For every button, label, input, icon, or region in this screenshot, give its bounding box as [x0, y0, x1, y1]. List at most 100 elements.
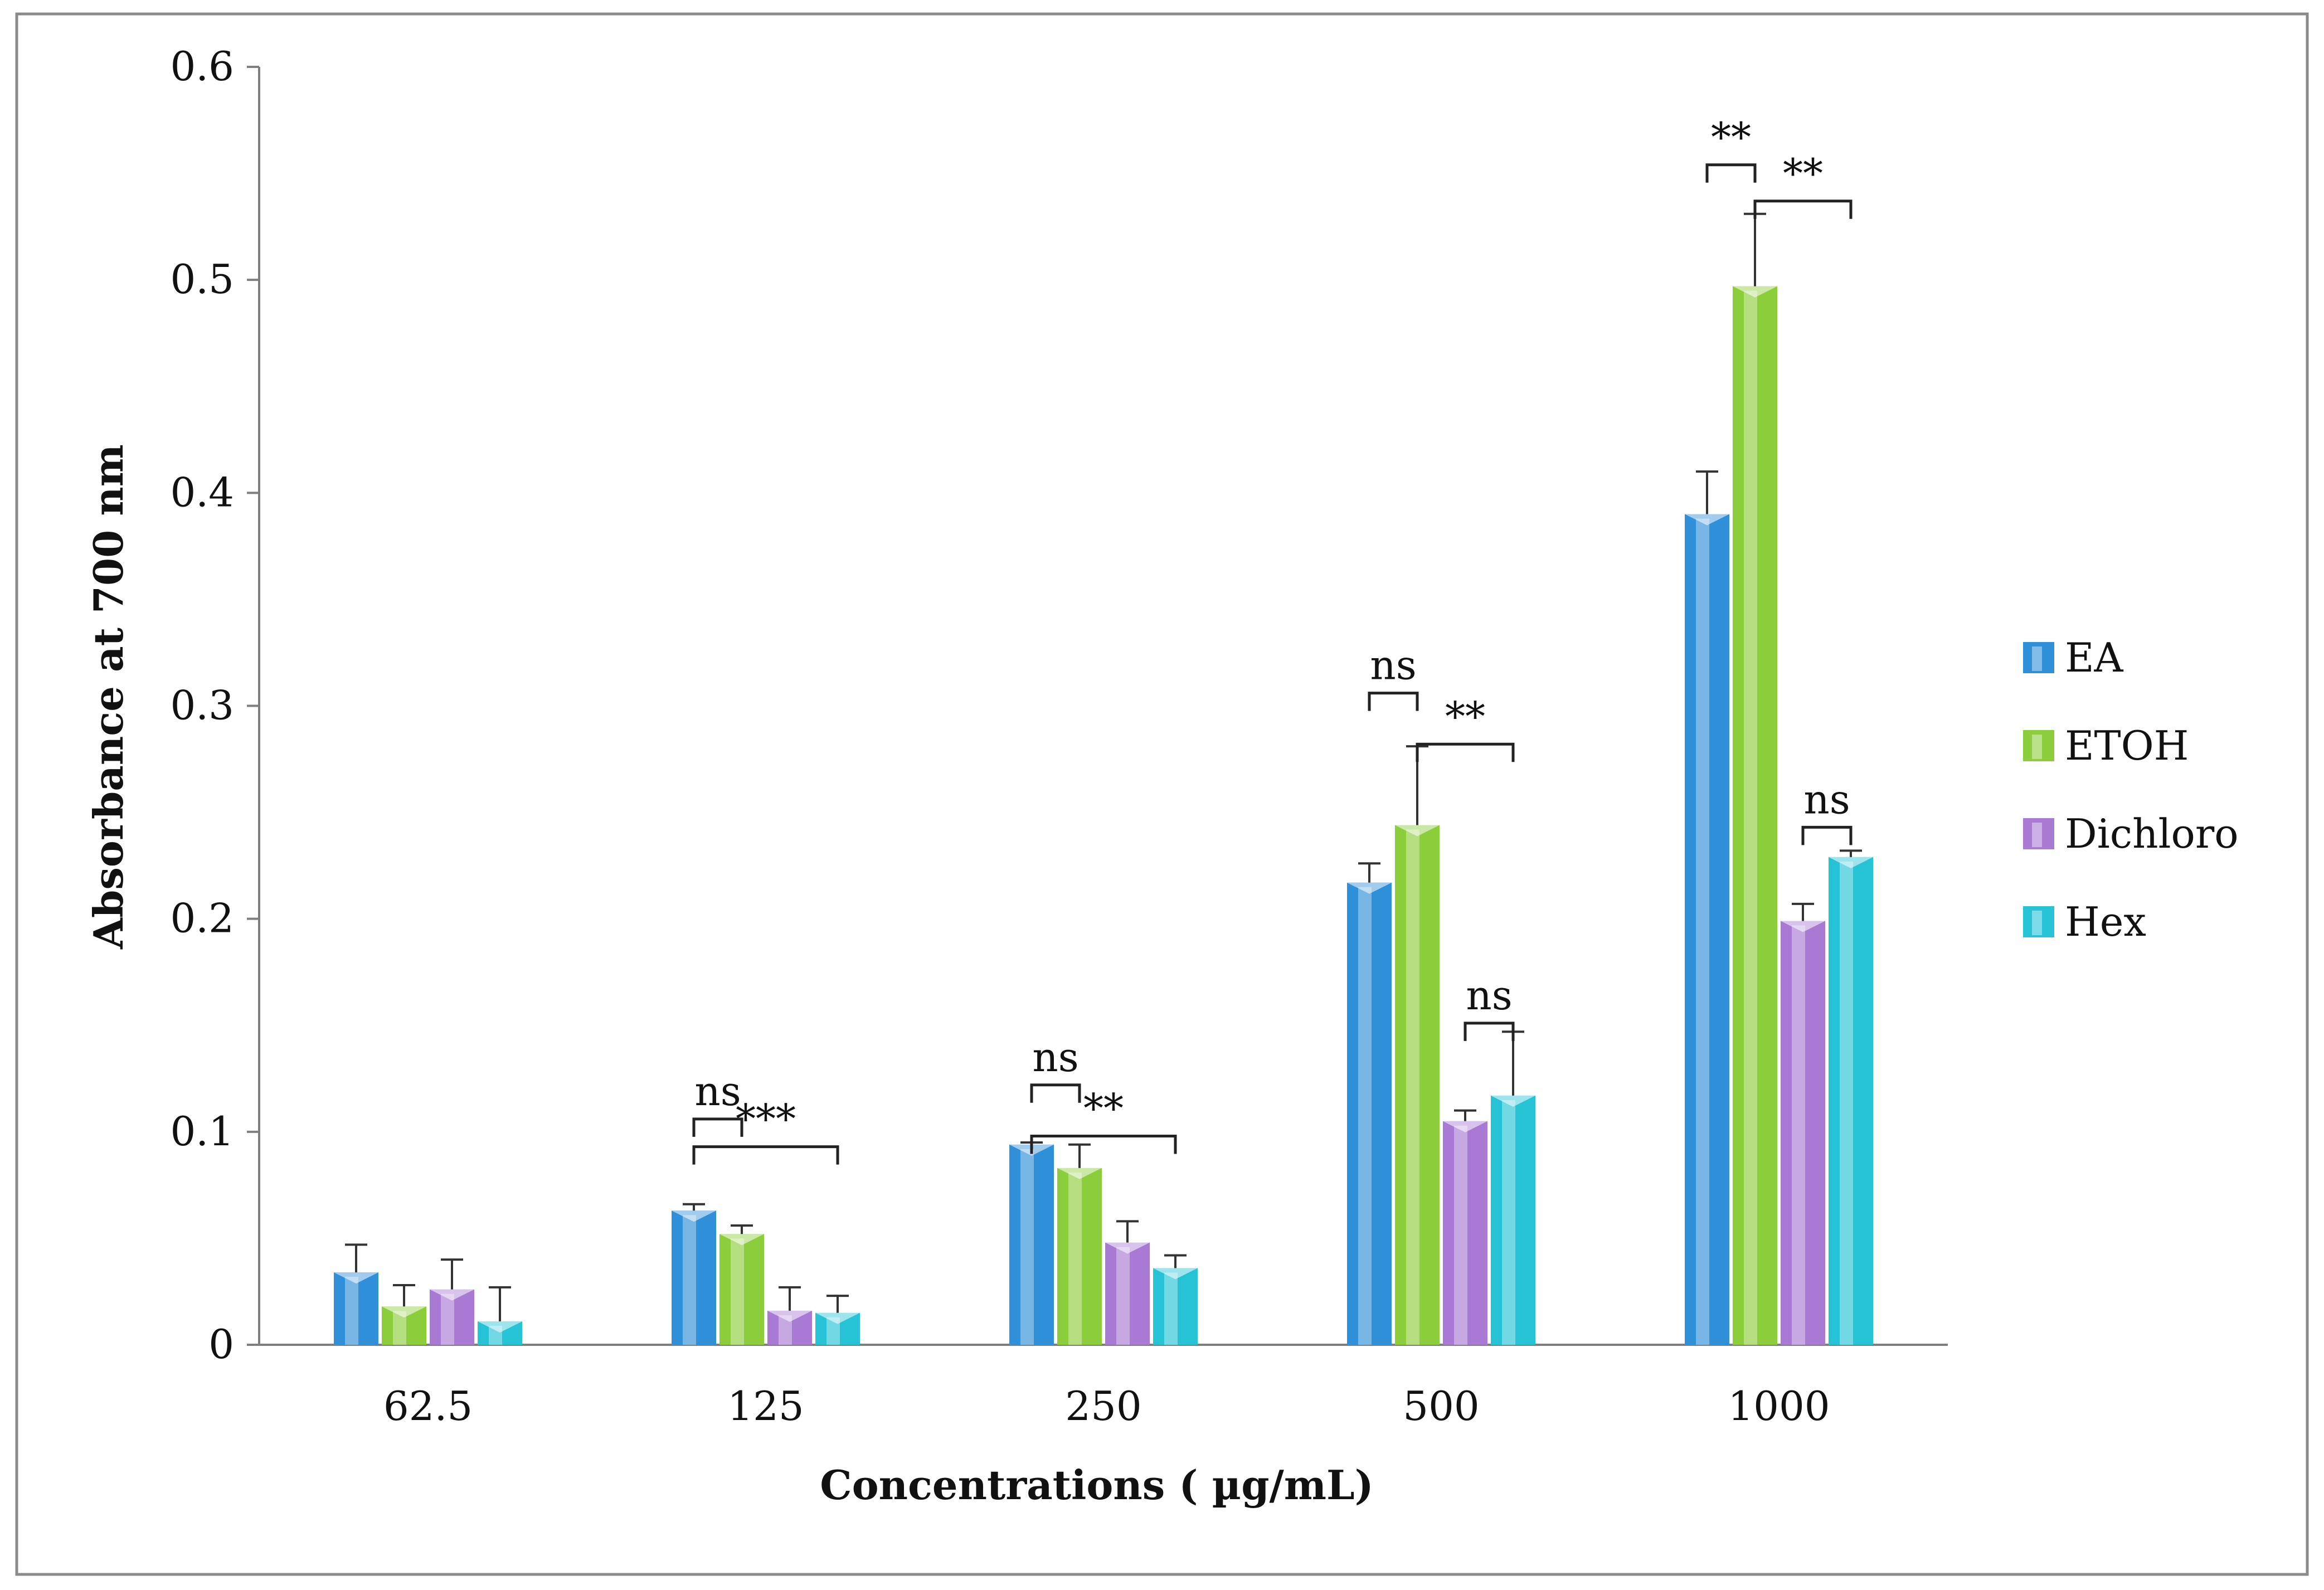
- bar-highlight: [1792, 925, 1805, 1345]
- bar-cap: [1057, 1168, 1102, 1179]
- bar-cap: [430, 1289, 474, 1301]
- legend-swatch-highlight: [2032, 823, 2042, 847]
- significance-label: ns: [1032, 1034, 1078, 1081]
- bar-cap: [1347, 882, 1392, 894]
- significance-bracket: [692, 1117, 743, 1137]
- significance-bracket: [1368, 692, 1419, 711]
- legend-swatch-highlight: [2032, 646, 2042, 671]
- bar-cap: [1153, 1268, 1198, 1280]
- bar-dichloro-500: [1443, 1121, 1487, 1345]
- bar-cap: [767, 1310, 812, 1322]
- bar-cap: [1685, 514, 1729, 526]
- bar-cap: [478, 1321, 522, 1333]
- bar-highlight: [345, 1277, 358, 1345]
- significance-label: **: [1445, 693, 1485, 740]
- y-tick-label: 0.4: [170, 469, 234, 516]
- significance-label: ns: [1466, 972, 1512, 1019]
- axes: 0 0.1 0.2 0.3 0.4 0.5 0.6 62.5 125 250 500 1000: [170, 43, 1948, 1429]
- significance-bracket: [692, 1145, 839, 1165]
- bar-highlight: [1164, 1272, 1178, 1345]
- legend-swatch-highlight: [2032, 735, 2042, 759]
- significance-label: **: [1083, 1085, 1124, 1131]
- y-axis-title: Absorbance at 700 nm: [85, 444, 132, 950]
- bar-cap: [672, 1210, 716, 1222]
- bar-cap: [1443, 1121, 1487, 1132]
- bar-etoh-500: [1395, 825, 1440, 1345]
- x-tick-label: 1000: [1728, 1383, 1830, 1429]
- bar-highlight: [1358, 887, 1372, 1345]
- legend-label-hex: Hex: [2065, 898, 2146, 945]
- significance-bracket: [1030, 1134, 1177, 1154]
- x-tick-label: 125: [727, 1383, 804, 1429]
- bar-cap: [1491, 1095, 1535, 1107]
- legend-swatch-etoh: [2023, 730, 2054, 761]
- bar-cap: [334, 1272, 378, 1284]
- bar-hex-1000: [1829, 857, 1873, 1345]
- y-tick-label: 0.1: [170, 1108, 234, 1155]
- legend: EA ETOH Dichloro Hex: [2023, 634, 2239, 945]
- significance-brackets: ns***ns**ns**ns****ns: [692, 114, 1853, 1165]
- significance-label: ns: [1803, 776, 1850, 823]
- bar-ea-500: [1347, 882, 1392, 1345]
- significance-bracket: [1753, 200, 1853, 219]
- bar-highlight: [1744, 290, 1757, 1345]
- bar-highlight: [441, 1294, 454, 1345]
- bar-highlight: [1116, 1247, 1130, 1345]
- significance-label: **: [1783, 150, 1823, 197]
- bar-highlight: [683, 1215, 696, 1345]
- bar-cap: [815, 1312, 860, 1324]
- bar-highlight: [1696, 518, 1709, 1345]
- significance-label: ns: [1370, 642, 1416, 689]
- legend-swatch-hex: [2023, 906, 2054, 937]
- significance-label: ***: [736, 1096, 796, 1142]
- y-tick-label: 0.2: [170, 895, 234, 942]
- legend-swatch-dichloro: [2023, 818, 2054, 849]
- x-tick-label: 500: [1403, 1383, 1479, 1429]
- bar-ea-62.5: [334, 1272, 378, 1345]
- legend-label-ea: EA: [2065, 634, 2124, 681]
- significance-label: ns: [694, 1068, 741, 1115]
- bar-ea-125: [672, 1210, 716, 1345]
- bar-hex-500: [1491, 1095, 1535, 1345]
- significance-bracket: [1416, 742, 1515, 762]
- bar-cap: [1105, 1242, 1150, 1254]
- bar-highlight: [1020, 1149, 1034, 1345]
- significance-bracket: [1030, 1083, 1081, 1103]
- legend-swatch-ea: [2023, 642, 2054, 673]
- legend-label-etoh: ETOH: [2065, 722, 2189, 769]
- bar-highlight: [1068, 1172, 1082, 1345]
- bar-highlight: [1454, 1125, 1467, 1345]
- bar-etoh-1000: [1733, 286, 1777, 1345]
- bar-ea-1000: [1685, 514, 1729, 1345]
- bar-ea-250: [1009, 1144, 1054, 1345]
- y-tick-label: 0.5: [170, 256, 234, 303]
- bar-cap: [382, 1306, 426, 1318]
- bar-highlight: [731, 1238, 744, 1345]
- x-axis-title: Concentrations ( µg/mL): [820, 1461, 1373, 1509]
- bar-cap: [1829, 857, 1873, 868]
- bar-etoh-125: [719, 1234, 764, 1345]
- bar-highlight: [1406, 829, 1419, 1345]
- bar-dichloro-1000: [1781, 921, 1825, 1345]
- bar-highlight: [1502, 1100, 1515, 1345]
- y-tick-label: 0: [208, 1321, 234, 1368]
- bar-hex-250: [1153, 1268, 1198, 1345]
- x-tick-label: 62.5: [383, 1383, 473, 1429]
- y-tick-label: 0.6: [170, 43, 234, 90]
- significance-label: **: [1711, 114, 1751, 161]
- y-tick-label: 0.3: [170, 682, 234, 729]
- significance-bracket: [1464, 1022, 1515, 1041]
- significance-bracket: [1705, 163, 1757, 183]
- bar-etoh-250: [1057, 1168, 1102, 1345]
- legend-label-dichloro: Dichloro: [2065, 810, 2239, 857]
- legend-swatch-highlight: [2032, 911, 2042, 935]
- bar-cap: [1395, 825, 1440, 837]
- bar-cap: [1781, 921, 1825, 932]
- bar-cap: [719, 1234, 764, 1246]
- bar-dichloro-250: [1105, 1242, 1150, 1345]
- x-tick-label: 250: [1065, 1383, 1141, 1429]
- bars: [334, 212, 1873, 1345]
- bar-cap: [1733, 286, 1777, 298]
